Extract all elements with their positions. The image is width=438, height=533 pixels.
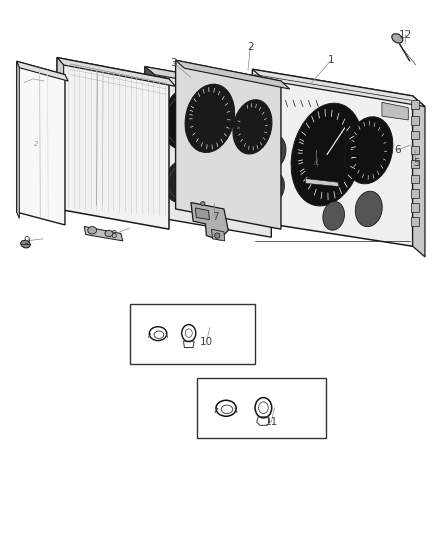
Ellipse shape xyxy=(262,173,284,203)
Text: 9: 9 xyxy=(23,236,30,246)
Text: 6: 6 xyxy=(393,146,400,155)
Polygon shape xyxy=(191,203,228,240)
Ellipse shape xyxy=(21,240,30,248)
Text: 2: 2 xyxy=(34,141,38,147)
Text: 5: 5 xyxy=(412,158,419,167)
Polygon shape xyxy=(175,60,289,89)
Bar xyxy=(196,378,325,438)
Ellipse shape xyxy=(322,201,344,230)
Bar xyxy=(410,116,418,125)
Ellipse shape xyxy=(290,103,362,206)
Polygon shape xyxy=(195,208,209,220)
Polygon shape xyxy=(304,179,338,187)
Text: 2: 2 xyxy=(246,42,253,52)
Text: 3: 3 xyxy=(170,58,177,68)
Polygon shape xyxy=(381,102,407,120)
Ellipse shape xyxy=(88,227,96,234)
Bar xyxy=(129,304,254,364)
Polygon shape xyxy=(412,96,424,257)
Ellipse shape xyxy=(200,201,205,206)
Polygon shape xyxy=(57,58,64,215)
Polygon shape xyxy=(252,69,412,246)
Ellipse shape xyxy=(162,88,206,149)
Polygon shape xyxy=(145,67,280,97)
Bar xyxy=(410,217,418,226)
Bar xyxy=(410,131,418,139)
Ellipse shape xyxy=(214,233,219,238)
Polygon shape xyxy=(17,61,68,81)
Text: 10: 10 xyxy=(199,337,212,347)
Text: 1: 1 xyxy=(327,55,334,64)
Polygon shape xyxy=(252,69,424,107)
Ellipse shape xyxy=(261,135,285,169)
Polygon shape xyxy=(211,229,224,241)
Polygon shape xyxy=(84,227,123,241)
Text: 11: 11 xyxy=(264,417,277,427)
Bar xyxy=(410,203,418,212)
Ellipse shape xyxy=(344,117,392,184)
Polygon shape xyxy=(145,67,271,237)
Bar xyxy=(410,160,418,168)
Ellipse shape xyxy=(233,100,271,154)
Ellipse shape xyxy=(185,84,234,152)
Ellipse shape xyxy=(354,191,381,227)
Polygon shape xyxy=(17,61,19,219)
Bar xyxy=(410,175,418,183)
Ellipse shape xyxy=(203,169,230,206)
Bar xyxy=(410,146,418,154)
Ellipse shape xyxy=(206,96,251,158)
Ellipse shape xyxy=(165,160,194,202)
Ellipse shape xyxy=(391,34,402,43)
Polygon shape xyxy=(17,61,65,225)
Polygon shape xyxy=(175,60,280,229)
Bar xyxy=(410,100,418,109)
Text: 4: 4 xyxy=(312,159,319,169)
Polygon shape xyxy=(145,67,154,223)
Text: 8: 8 xyxy=(110,230,117,239)
Bar xyxy=(410,189,418,198)
Text: 7: 7 xyxy=(211,213,218,222)
Polygon shape xyxy=(57,58,175,86)
Text: 12: 12 xyxy=(398,30,411,39)
Ellipse shape xyxy=(105,230,113,237)
Polygon shape xyxy=(57,58,169,229)
